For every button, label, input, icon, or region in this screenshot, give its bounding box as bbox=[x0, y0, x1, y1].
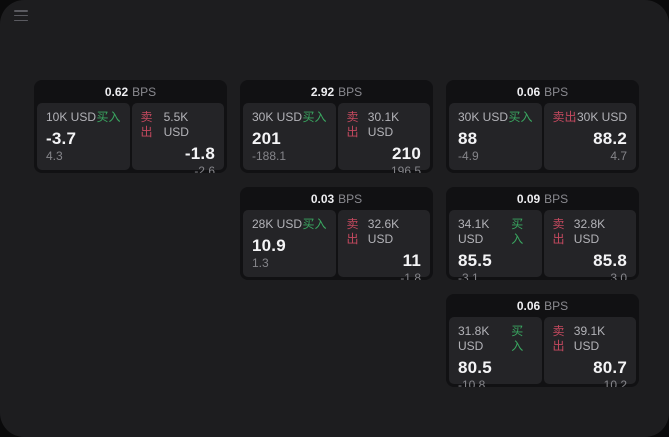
sell-panel[interactable]: 卖出 5.5K USD -1.8 -2.6 bbox=[131, 103, 224, 173]
buy-panel[interactable]: 31.8K USD 买入 80.5 -10.8 bbox=[449, 317, 542, 387]
sell-amount: 39.1K USD bbox=[573, 324, 606, 353]
buy-delta: -188.1 bbox=[252, 149, 287, 163]
sell-delta: 10.2 bbox=[603, 378, 627, 387]
card-header: 0.06 BPS bbox=[446, 80, 639, 103]
menu-icon[interactable] bbox=[14, 10, 28, 21]
buy-tag: 买入 bbox=[302, 217, 327, 231]
bps-unit-label: BPS bbox=[132, 84, 157, 99]
bps-value: 0.62 bbox=[104, 84, 129, 99]
sell-tag: 卖出 bbox=[552, 324, 565, 353]
buy-delta: 1.3 bbox=[252, 256, 269, 270]
sell-value: -1.8 bbox=[184, 144, 215, 163]
buy-panel[interactable]: 30K USD 买入 88 -4.9 bbox=[449, 103, 542, 170]
buy-amount: 30K USD bbox=[458, 110, 509, 124]
sell-delta: 4.7 bbox=[610, 149, 627, 163]
sell-delta: 196.5 bbox=[390, 164, 421, 173]
buy-delta: -10.8 bbox=[458, 378, 486, 387]
sell-tag: 卖出 bbox=[346, 217, 359, 246]
bps-value: 0.03 bbox=[310, 191, 335, 206]
bps-value: 0.09 bbox=[516, 191, 541, 206]
buy-tag: 买入 bbox=[508, 110, 533, 124]
bps-unit-label: BPS bbox=[544, 298, 569, 313]
sell-tag: 卖出 bbox=[140, 110, 153, 139]
sell-amount: 32.8K USD bbox=[573, 217, 606, 246]
sell-amount: 32.6K USD bbox=[367, 217, 400, 246]
sell-panel[interactable]: 卖出 30K USD 88.2 4.7 bbox=[543, 103, 636, 170]
buy-amount: 30K USD bbox=[252, 110, 303, 124]
buy-tag: 买入 bbox=[96, 110, 121, 124]
buy-delta: -3.1 bbox=[458, 271, 479, 280]
sell-amount: 30K USD bbox=[576, 110, 627, 124]
buy-delta: 4.3 bbox=[46, 149, 63, 163]
quote-card: 0.06 BPS 31.8K USD 买入 80.5 -10.8 卖出 39.1… bbox=[446, 294, 639, 387]
buy-value: 201 bbox=[252, 129, 281, 148]
sell-value: 210 bbox=[392, 144, 421, 163]
sell-panel[interactable]: 卖出 30.1K USD 210 196.5 bbox=[337, 103, 430, 173]
sell-delta: 3.0 bbox=[610, 271, 627, 280]
sell-tag: 卖出 bbox=[552, 110, 577, 124]
bps-unit-label: BPS bbox=[544, 84, 569, 99]
card-header: 0.03 BPS bbox=[240, 187, 433, 210]
buy-value: 10.9 bbox=[252, 236, 286, 255]
sell-amount: 30.1K USD bbox=[367, 110, 400, 139]
card-header: 0.09 BPS bbox=[446, 187, 639, 210]
buy-amount: 34.1K USD bbox=[458, 217, 490, 246]
quote-card: 0.03 BPS 28K USD 买入 10.9 1.3 卖出 32.6K US… bbox=[240, 187, 433, 280]
card-header: 0.06 BPS bbox=[446, 294, 639, 317]
bps-value: 0.06 bbox=[516, 298, 541, 313]
sell-panel[interactable]: 卖出 32.8K USD 85.8 3.0 bbox=[543, 210, 636, 280]
card-header: 0.62 BPS bbox=[34, 80, 227, 103]
buy-amount: 31.8K USD bbox=[458, 324, 490, 353]
quote-card: 0.06 BPS 30K USD 买入 88 -4.9 卖出 30K USD 8… bbox=[446, 80, 639, 173]
bps-value: 0.06 bbox=[516, 84, 541, 99]
quote-card: 0.09 BPS 34.1K USD 买入 85.5 -3.1 卖出 32.8K… bbox=[446, 187, 639, 280]
bps-value: 2.92 bbox=[310, 84, 335, 99]
card-header: 2.92 BPS bbox=[240, 80, 433, 103]
buy-value: 88 bbox=[458, 129, 478, 148]
quote-card: 2.92 BPS 30K USD 买入 201 -188.1 卖出 30.1K … bbox=[240, 80, 433, 173]
bps-unit-label: BPS bbox=[544, 191, 569, 206]
buy-panel[interactable]: 28K USD 买入 10.9 1.3 bbox=[243, 210, 336, 277]
buy-value: 85.5 bbox=[458, 251, 492, 270]
quote-card: 0.62 BPS 10K USD 买入 -3.7 4.3 卖出 5.5K USD… bbox=[34, 80, 227, 173]
buy-panel[interactable]: 34.1K USD 买入 85.5 -3.1 bbox=[449, 210, 542, 280]
buy-tag: 买入 bbox=[302, 110, 327, 124]
sell-panel[interactable]: 卖出 39.1K USD 80.7 10.2 bbox=[543, 317, 636, 387]
buy-amount: 28K USD bbox=[252, 217, 303, 231]
sell-tag: 卖出 bbox=[346, 110, 359, 139]
sell-value: 88.2 bbox=[593, 129, 627, 148]
buy-delta: -4.9 bbox=[458, 149, 479, 163]
bps-unit-label: BPS bbox=[338, 84, 363, 99]
buy-tag: 买入 bbox=[511, 217, 524, 246]
sell-value: 80.7 bbox=[593, 358, 627, 377]
buy-amount: 10K USD bbox=[46, 110, 97, 124]
sell-tag: 卖出 bbox=[552, 217, 565, 246]
sell-value: 85.8 bbox=[593, 251, 627, 270]
sell-delta: -1.8 bbox=[400, 271, 421, 280]
buy-panel[interactable]: 10K USD 买入 -3.7 4.3 bbox=[37, 103, 130, 170]
sell-value: 11 bbox=[402, 251, 421, 270]
buy-value: 80.5 bbox=[458, 358, 492, 377]
buy-panel[interactable]: 30K USD 买入 201 -188.1 bbox=[243, 103, 336, 170]
sell-amount: 5.5K USD bbox=[163, 110, 189, 139]
bps-unit-label: BPS bbox=[338, 191, 363, 206]
sell-panel[interactable]: 卖出 32.6K USD 11 -1.8 bbox=[337, 210, 430, 280]
buy-value: -3.7 bbox=[46, 129, 77, 148]
buy-tag: 买入 bbox=[511, 324, 524, 353]
sell-delta: -2.6 bbox=[194, 164, 215, 173]
